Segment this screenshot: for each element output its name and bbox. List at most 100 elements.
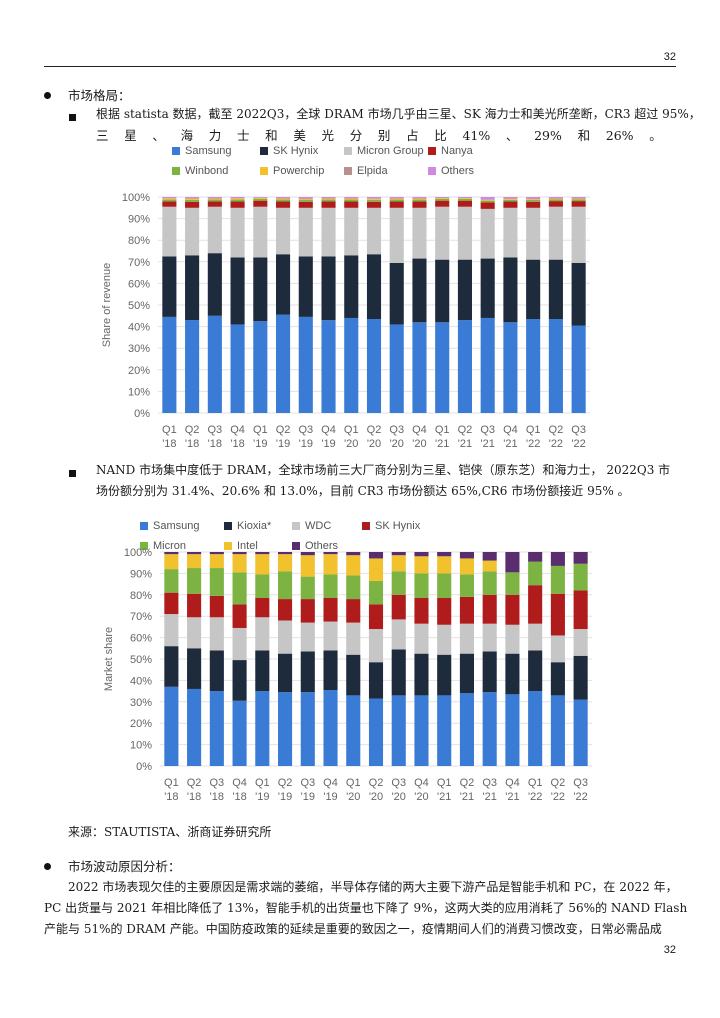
legend-label: Samsung <box>185 145 232 157</box>
dram-line-2-word: 29% <box>534 128 562 143</box>
legend-item: Winbond <box>172 165 228 177</box>
bar-segment <box>503 198 518 200</box>
bar-segment <box>435 322 450 413</box>
bar-segment <box>550 552 565 566</box>
bar-segment <box>321 197 336 199</box>
bar-segment <box>548 259 563 320</box>
dram-chart-legend: Samsung SK Hynix Micron Group Nanya Winbond P… <box>172 145 672 185</box>
bar-segment <box>253 257 268 322</box>
bar-segment <box>162 198 177 200</box>
bar-segment <box>276 254 291 315</box>
bar-segment <box>391 649 406 696</box>
bar-segment <box>548 199 563 202</box>
bar-segment <box>412 199 427 202</box>
bar-segment <box>207 315 222 413</box>
bar-segment <box>571 325 586 413</box>
legend-label: Elpida <box>357 165 388 177</box>
legend-item: Samsung <box>172 145 231 157</box>
bar-segment <box>437 552 452 557</box>
bar-segment <box>368 552 384 559</box>
x-tick-label: Q1 <box>528 777 543 789</box>
bar-segment <box>457 200 472 207</box>
dram-line-2-word: 三 <box>96 128 109 143</box>
bar-segment <box>457 259 472 321</box>
legend-swatch <box>260 147 268 155</box>
x-tick-label: '19 <box>255 791 269 803</box>
bar-segment <box>185 255 200 321</box>
bar-segment <box>344 207 359 256</box>
bar-segment <box>366 254 382 320</box>
legend-swatch <box>344 167 352 175</box>
legend-item: Intel <box>224 540 258 552</box>
bar-segment <box>573 699 588 766</box>
x-tick-label: Q4 <box>414 777 429 789</box>
bar-segment <box>482 560 497 572</box>
bar-segment <box>550 593 565 636</box>
section-heading-cause-analysis: 市场波动原因分析： <box>68 859 181 874</box>
bar-segment <box>459 693 474 766</box>
bar-segment <box>414 653 429 696</box>
bar-segment <box>207 197 222 199</box>
dram-line-2-word: 、 <box>152 128 165 143</box>
bar-segment <box>278 552 293 555</box>
bar-segment <box>300 576 315 600</box>
x-tick-label: Q2 <box>367 424 382 436</box>
bar-segment <box>276 207 291 255</box>
x-tick-label: Q1 <box>162 424 177 436</box>
bar-segment <box>209 617 224 651</box>
bar-segment <box>187 552 202 555</box>
bar-segment <box>459 574 474 597</box>
y-tick-label: 100% <box>122 192 150 204</box>
bar-segment <box>232 604 247 628</box>
bar-segment <box>346 654 361 696</box>
x-tick-label: '22 <box>571 438 585 450</box>
bar-segment <box>368 698 384 766</box>
bar-segment <box>435 197 450 199</box>
bar-segment <box>255 574 270 599</box>
bar-segment <box>207 253 222 316</box>
bar-segment <box>414 556 429 574</box>
bar-segment <box>207 198 222 200</box>
bar-segment <box>571 199 586 202</box>
bar-segment <box>344 317 359 413</box>
bar-segment <box>164 552 179 555</box>
cause-line-2: PC 出货量与 2021 年相比降低了 13%，智能手机的出货量也下降了 9%，… <box>44 901 688 915</box>
bar-segment <box>255 650 270 692</box>
bar-segment <box>255 617 270 651</box>
bar-segment <box>505 572 520 595</box>
dram-line-2-word: 占 <box>406 128 419 143</box>
bar-segment <box>164 554 179 570</box>
bar-segment <box>459 558 474 575</box>
x-tick-label: Q2 <box>187 777 202 789</box>
x-tick-label: '18 <box>187 791 201 803</box>
bar-segment <box>323 690 338 766</box>
x-tick-label: Q2 <box>369 777 384 789</box>
cause-line-3: 产能与 51%的 DRAM 产能。中国防疫政策的延续是重要的致因之一，疫情期间人… <box>44 922 662 936</box>
x-tick-label: '21 <box>435 438 449 450</box>
y-tick-label: 60% <box>130 633 152 645</box>
cause-analysis-paragraph: 2022 市场表现欠佳的主要原因是需求端的萎缩，半导体存储的两大主要下游产品是智… <box>44 877 688 940</box>
bar-segment <box>412 201 427 208</box>
x-tick-label: '20 <box>367 438 381 450</box>
bar-segment <box>185 320 200 413</box>
bar-segment <box>368 558 384 581</box>
bar-segment <box>482 552 497 561</box>
bar-segment <box>459 552 474 559</box>
bar-segment <box>526 319 541 413</box>
bar-segment <box>482 594 497 624</box>
bar-segment <box>230 257 245 325</box>
bar-segment <box>503 322 518 413</box>
bar-segment <box>480 258 495 318</box>
x-tick-label: Q1 <box>164 777 179 789</box>
bar-segment <box>278 599 293 621</box>
legend-swatch <box>260 167 268 175</box>
bar-segment <box>209 568 224 596</box>
x-tick-label: '21 <box>503 438 517 450</box>
dram-line-2-word: 美 <box>293 128 306 143</box>
bar-segment <box>185 198 200 200</box>
dram-line-2-word: 别 <box>377 128 391 143</box>
bar-segment <box>230 207 245 258</box>
x-tick-label: '22 <box>526 438 540 450</box>
x-tick-label: '19 <box>321 438 335 450</box>
x-tick-label: Q2 <box>185 424 200 436</box>
